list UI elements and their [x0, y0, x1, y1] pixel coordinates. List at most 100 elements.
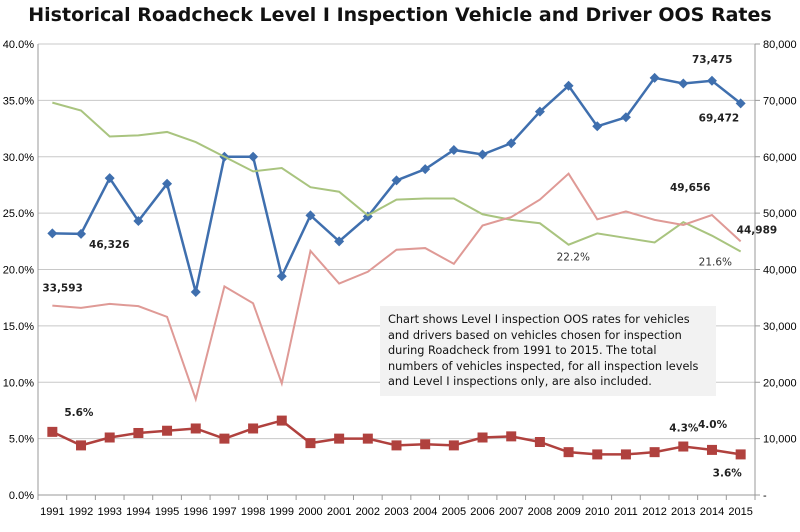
x-tick-label: 1995 — [155, 506, 179, 518]
series-marker-diamond — [678, 78, 689, 89]
series-marker-square — [47, 426, 58, 437]
x-tick-label: 2003 — [384, 506, 408, 518]
series-marker-diamond — [477, 149, 488, 160]
x-tick-label: 2008 — [528, 506, 552, 518]
data-label: 22.2% — [557, 252, 590, 264]
series-marker-diamond — [47, 228, 58, 239]
series-marker-square — [620, 449, 631, 460]
series-marker-square — [420, 439, 431, 450]
chart-title: Historical Roadcheck Level I Inspection … — [28, 4, 772, 26]
series-marker-diamond — [563, 80, 574, 91]
x-tick-label: 2013 — [671, 506, 695, 518]
x-tick-label: 2000 — [298, 506, 322, 518]
series-marker-square — [334, 433, 345, 444]
series-line-1 — [52, 101, 742, 253]
series-marker-square — [706, 444, 717, 455]
series-marker-diamond — [620, 112, 631, 123]
series-marker-square — [391, 440, 402, 451]
data-label: 4.0% — [698, 419, 728, 431]
x-tick-label: 1999 — [270, 506, 294, 518]
series-marker-diamond — [420, 164, 431, 175]
y-right-tick-label: 80,000 — [763, 39, 797, 51]
y-left-tick-label: 15.0% — [3, 321, 34, 333]
x-tick-label: 2005 — [442, 506, 466, 518]
series-marker-diamond — [592, 121, 603, 132]
data-label: 5.6% — [64, 407, 94, 419]
x-tick-label: 2009 — [556, 506, 580, 518]
data-label: 44,989 — [737, 224, 778, 236]
y-right-tick-label: 10,000 — [763, 434, 797, 446]
series-marker-diamond — [133, 216, 144, 227]
series-marker-diamond — [248, 151, 259, 162]
series-marker-diamond — [735, 98, 746, 109]
series-marker-diamond — [305, 210, 316, 221]
series-marker-square — [448, 440, 459, 451]
x-tick-label: 2012 — [642, 506, 666, 518]
series-line-2 — [52, 172, 742, 403]
x-tick-label: 1992 — [69, 506, 93, 518]
data-label: 46,326 — [89, 239, 130, 251]
series-marker-square — [190, 423, 201, 434]
y-right-tick-label: 40,000 — [763, 265, 797, 277]
series-marker-square — [362, 433, 373, 444]
series-marker-square — [219, 433, 230, 444]
data-label: 49,656 — [670, 182, 711, 194]
x-tick-label: 2011 — [614, 506, 638, 518]
x-tick-label: 1993 — [97, 506, 121, 518]
data-label: 69,472 — [699, 112, 740, 124]
y-left-tick-label: 20.0% — [3, 265, 34, 277]
series-marker-square — [735, 449, 746, 460]
series-marker-diamond — [391, 175, 402, 186]
series-marker-square — [506, 431, 517, 442]
y-right-tick-label: 20,000 — [763, 377, 797, 389]
y-right-tick-label: - — [763, 490, 767, 502]
y-left-tick-label: 35.0% — [3, 95, 34, 107]
y-left-tick-label: 40.0% — [3, 39, 34, 51]
x-tick-label: 2010 — [585, 506, 609, 518]
series-marker-square — [534, 437, 545, 448]
chart-annotation: Chart shows Level I inspection OOS rates… — [380, 306, 716, 396]
series-marker-square — [248, 423, 259, 434]
series-marker-diamond — [76, 228, 87, 239]
series-marker-square — [162, 425, 173, 436]
series-marker-square — [104, 432, 115, 443]
series-marker-square — [592, 449, 603, 460]
x-tick-label: 2014 — [700, 506, 724, 518]
y-left-tick-label: 0.0% — [9, 490, 34, 502]
series-marker-square — [133, 427, 144, 438]
x-tick-label: 2002 — [356, 506, 380, 518]
x-tick-label: 1996 — [183, 506, 207, 518]
y-right-tick-label: 70,000 — [763, 95, 797, 107]
x-tick-label: 2004 — [413, 506, 437, 518]
y-right-tick-label: 60,000 — [763, 152, 797, 164]
series-marker-diamond — [506, 138, 517, 149]
x-tick-label: 1991 — [40, 506, 64, 518]
x-tick-label: 1998 — [241, 506, 265, 518]
series-marker-diamond — [334, 236, 345, 247]
series-marker-square — [276, 415, 287, 426]
x-tick-label: 2007 — [499, 506, 523, 518]
series-marker-diamond — [649, 72, 660, 83]
x-tick-label: 2001 — [327, 506, 351, 518]
series-marker-diamond — [190, 287, 201, 298]
y-left-tick-label: 30.0% — [3, 152, 34, 164]
y-left-tick-label: 10.0% — [3, 377, 34, 389]
series-marker-diamond — [534, 106, 545, 117]
y-right-tick-label: 50,000 — [763, 208, 797, 220]
series-marker-square — [76, 440, 87, 451]
series-marker-diamond — [162, 178, 173, 189]
y-left-tick-label: 25.0% — [3, 208, 34, 220]
data-label: 4.3% — [669, 423, 699, 435]
data-label: 3.6% — [713, 467, 743, 479]
series-marker-square — [678, 441, 689, 452]
y-right-tick-label: 30,000 — [763, 321, 797, 333]
series-marker-diamond — [448, 144, 459, 155]
series-marker-diamond — [276, 271, 287, 282]
series-marker-square — [649, 447, 660, 458]
series-marker-square — [477, 432, 488, 443]
x-tick-label: 2015 — [728, 506, 752, 518]
data-label: 73,475 — [692, 54, 733, 66]
x-tick-label: 1994 — [126, 506, 150, 518]
x-tick-label: 2006 — [470, 506, 494, 518]
